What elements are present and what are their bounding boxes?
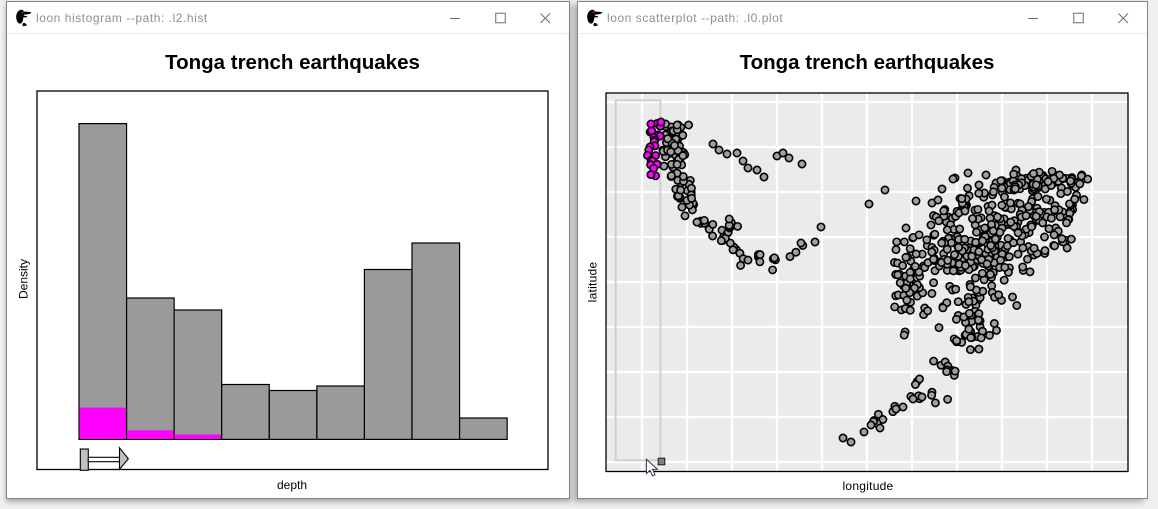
svg-text:depth: depth	[277, 478, 307, 492]
svg-text:latitude: latitude	[585, 262, 599, 303]
svg-text:Density: Density	[16, 259, 30, 299]
svg-text:longitude: longitude	[843, 479, 894, 493]
svg-text:Tonga trench earthquakes: Tonga trench earthquakes	[740, 51, 995, 74]
svg-text:Tonga trench earthquakes: Tonga trench earthquakes	[165, 51, 420, 74]
